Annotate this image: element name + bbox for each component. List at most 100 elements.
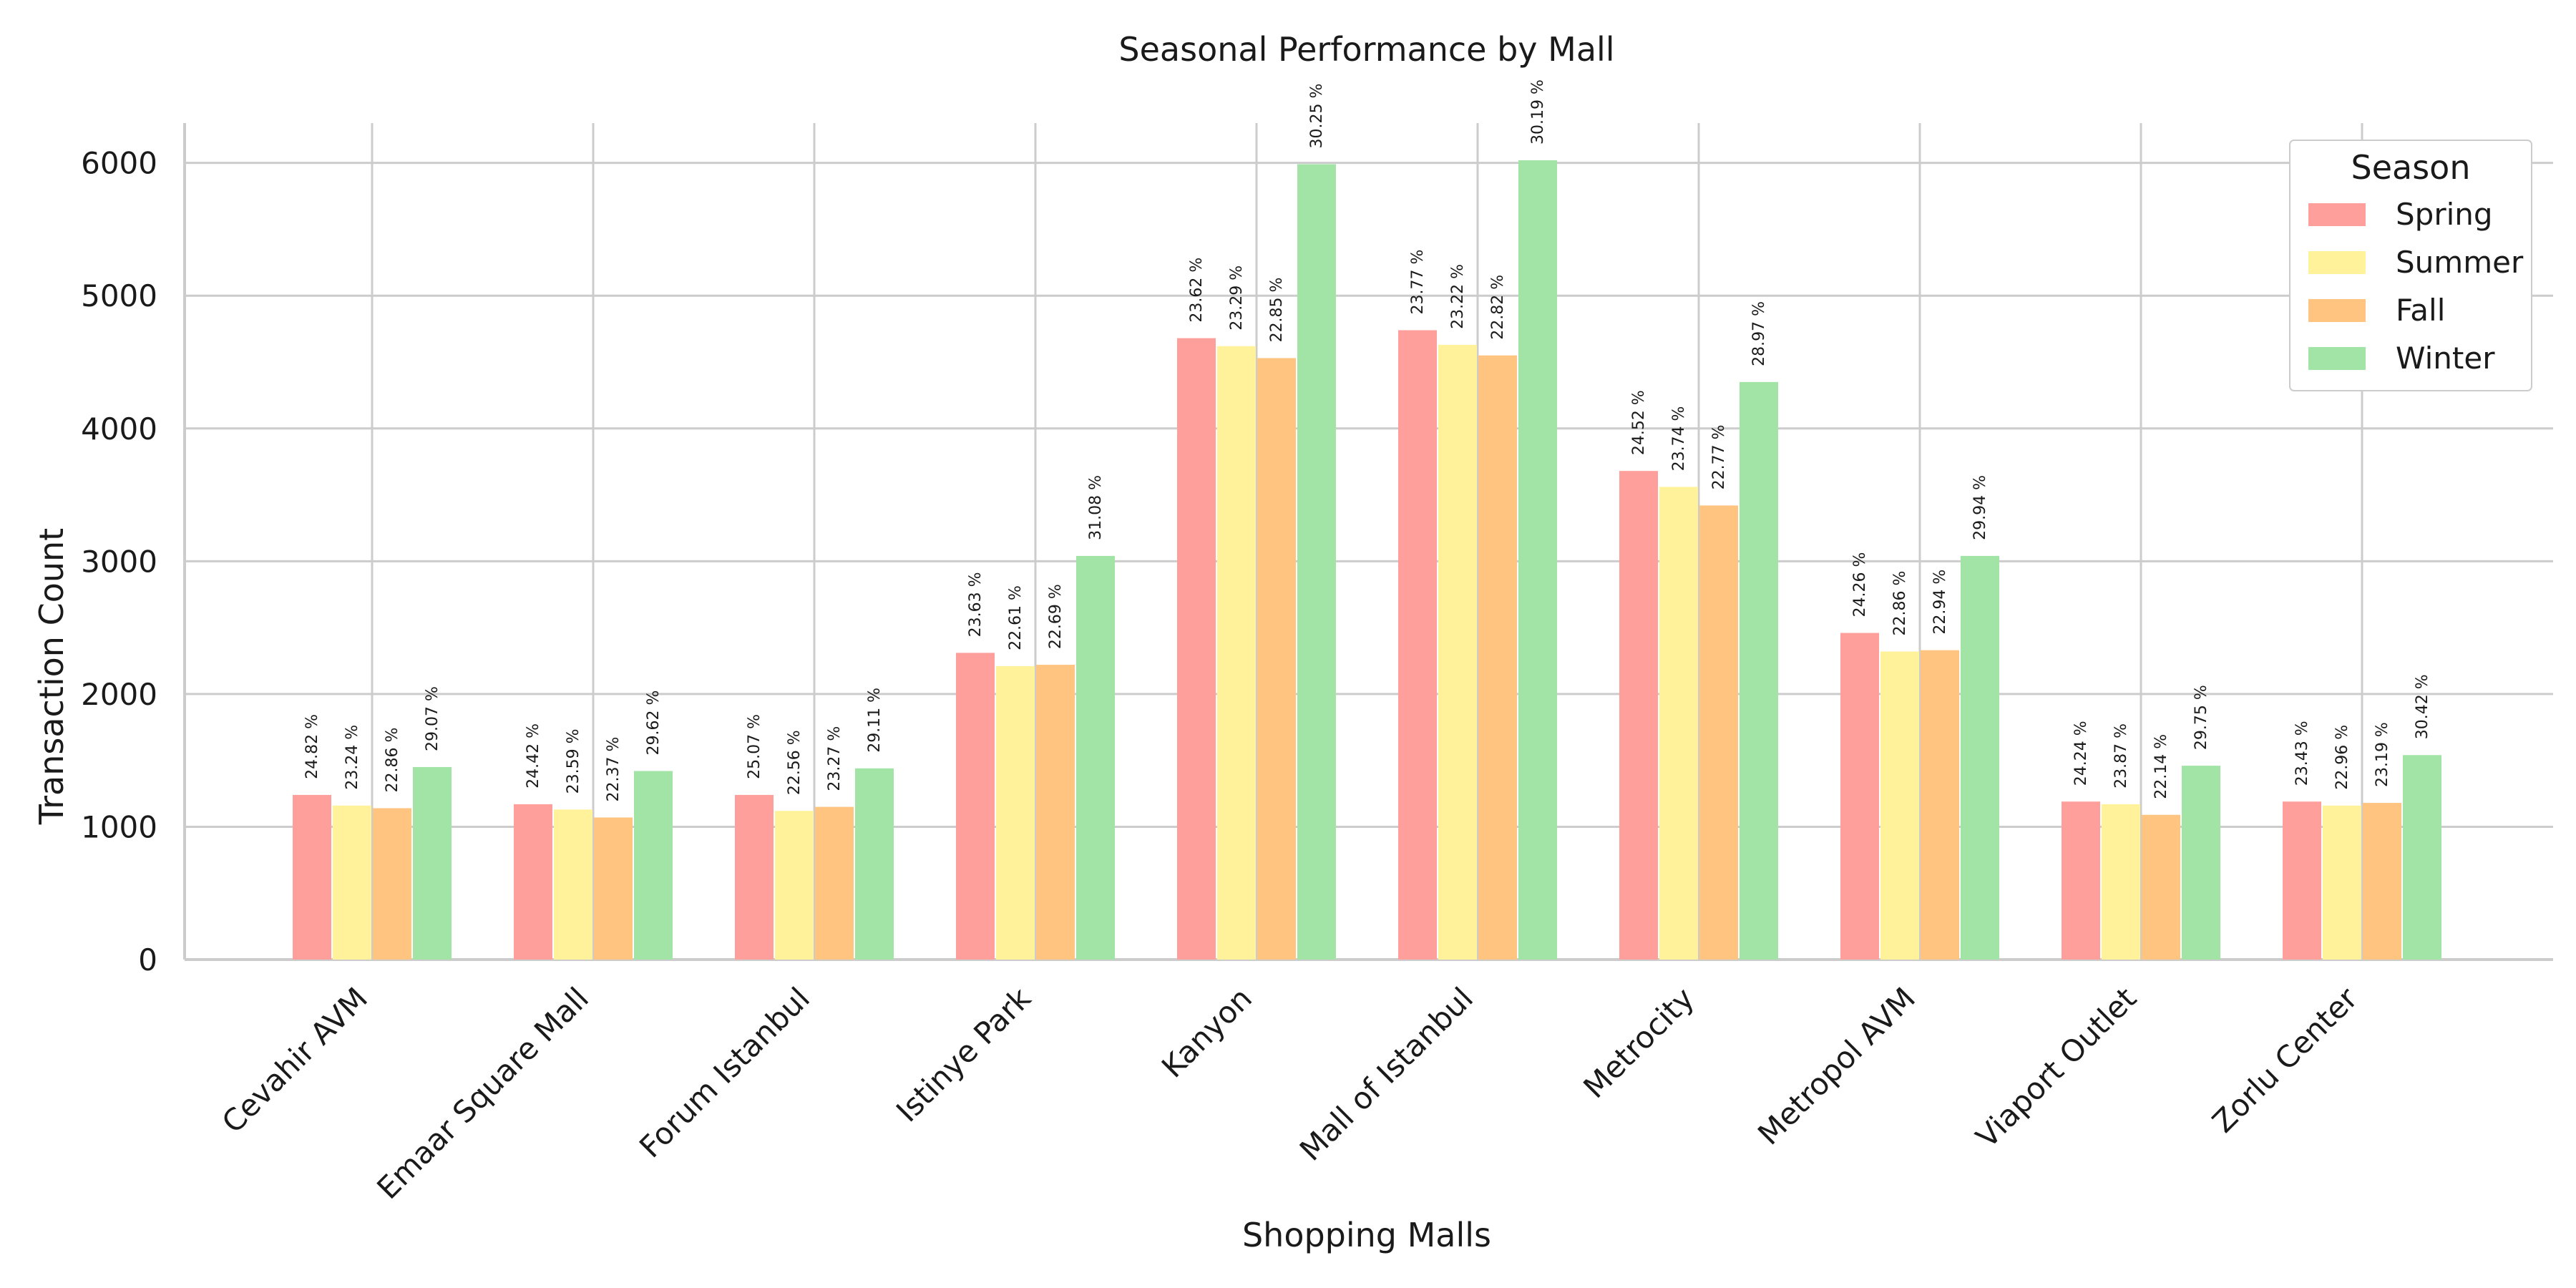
bar-fall	[1257, 358, 1296, 960]
bar-spring	[1177, 338, 1216, 960]
y-axis-label: Transaction Count	[32, 528, 71, 825]
bar-spring	[514, 804, 552, 960]
x-tick-label: Kanyon	[1155, 980, 1259, 1084]
bar-value-label: 24.42 %	[525, 723, 542, 789]
x-tick-label: Zorlu Center	[2205, 980, 2364, 1139]
bar-winter	[2182, 766, 2220, 960]
bar-summer	[554, 809, 592, 960]
bar-value-label: 30.19 %	[1529, 79, 1547, 145]
y-tick-label: 0	[138, 942, 157, 977]
bar-value-label: 22.69 %	[1047, 584, 1065, 649]
legend-label-summer: Summer	[2396, 245, 2524, 280]
bar-fall	[1036, 665, 1075, 960]
y-tick-label: 6000	[81, 146, 157, 181]
bar-fall	[594, 817, 633, 960]
x-tick-label: Cevahir AVM	[215, 980, 375, 1140]
bar-value-label: 22.14 %	[2152, 734, 2170, 799]
bar-value-label: 23.63 %	[967, 572, 985, 637]
legend-title: Season	[2351, 148, 2471, 187]
bar-winter	[1076, 555, 1115, 960]
bar-spring	[2283, 801, 2321, 960]
chart-title: Seasonal Performance by Mall	[1118, 30, 1614, 69]
legend: Season Spring Summer Fall Winter	[2289, 140, 2532, 391]
bar-value-label: 23.77 %	[1409, 250, 1427, 315]
bar-value-label: 22.77 %	[1710, 425, 1728, 490]
bar-summer	[1659, 487, 1698, 960]
bar-value-label: 24.26 %	[1851, 552, 1869, 618]
bar-labels: 24.82 % 24.42 % 25.07 % 23.63 % 23.62 % 23.77…	[303, 79, 2431, 801]
bar-winter	[413, 766, 452, 960]
x-tick-label: Forum Istanbul	[633, 980, 816, 1164]
bar-winter	[1297, 164, 1336, 960]
bar-value-label: 23.59 %	[565, 728, 582, 794]
bar-value-label: 29.07 %	[424, 686, 441, 751]
bar-winter	[634, 771, 673, 960]
bar-spring	[2062, 801, 2100, 960]
bar-value-label: 22.94 %	[1931, 570, 1949, 635]
legend-items: Spring Summer Fall Winter	[2308, 197, 2524, 376]
bar-value-label: 22.56 %	[786, 730, 804, 795]
bar-value-label: 23.87 %	[2112, 723, 2130, 789]
x-tick-label: Mall of Istanbul	[1293, 980, 1480, 1167]
bar-value-label: 30.25 %	[1308, 84, 1326, 149]
bar-value-label: 23.74 %	[1670, 406, 1688, 472]
bar-spring	[1398, 330, 1437, 960]
bar-value-label: 30.42 %	[2414, 674, 2431, 739]
bar-value-label: 28.97 %	[1750, 301, 1768, 366]
bar-value-label: 22.82 %	[1489, 275, 1507, 340]
bar-winter	[855, 768, 894, 960]
bar-summer	[333, 805, 371, 960]
bar-value-label: 23.22 %	[1449, 264, 1467, 329]
bar-winter	[1961, 555, 1999, 960]
bar-summer	[1217, 346, 1256, 960]
bar-spring	[1619, 471, 1658, 960]
bar-summer	[996, 665, 1035, 960]
bar-summer	[775, 811, 814, 960]
y-tick-label: 3000	[81, 544, 157, 579]
bar-value-label: 29.11 %	[866, 688, 884, 753]
y-tick-labels: 0 1000 2000 3000 4000 5000 6000	[81, 146, 157, 977]
bar-value-label: 22.86 %	[384, 728, 401, 793]
bar-value-label: 23.24 %	[343, 725, 361, 790]
bar-value-label: 23.62 %	[1188, 258, 1206, 323]
legend-box	[2289, 140, 2532, 391]
legend-swatch-winter	[2308, 347, 2366, 370]
bar-winter	[1740, 381, 1778, 960]
bar-fall	[2363, 803, 2401, 960]
bar-summer	[1438, 344, 1477, 960]
x-axis-label: Shopping Malls	[1242, 1216, 1491, 1254]
bar-value-label: 29.94 %	[1971, 475, 1989, 540]
bar-value-label: 23.27 %	[826, 726, 844, 791]
bar-value-label: 29.75 %	[2192, 685, 2210, 750]
y-tick-label: 4000	[81, 411, 157, 447]
bar-value-label: 23.29 %	[1228, 265, 1246, 331]
bar-fall	[815, 806, 854, 960]
bar-value-label: 22.85 %	[1268, 278, 1286, 343]
bar-winter	[1518, 160, 1557, 960]
bar-value-label: 22.61 %	[1007, 585, 1025, 650]
x-tick-label: Istinye Park	[889, 980, 1038, 1129]
bar-fall	[1478, 355, 1517, 960]
y-tick-label: 1000	[81, 809, 157, 844]
grid	[185, 123, 2553, 961]
legend-label-fall: Fall	[2396, 293, 2445, 328]
bar-value-label: 22.96 %	[2333, 725, 2351, 790]
bar-value-label: 24.82 %	[303, 714, 321, 779]
legend-label-winter: Winter	[2396, 341, 2495, 376]
bar-fall	[1699, 505, 1738, 960]
bar-value-label: 22.37 %	[605, 737, 623, 802]
x-tick-label: Viaport Outlet	[1969, 980, 2143, 1154]
bar-value-label: 25.07 %	[746, 714, 763, 779]
bar-fall	[373, 808, 411, 960]
x-tick-label: Emaar Square Mall	[370, 980, 595, 1206]
bar-spring	[735, 794, 774, 960]
bar-value-label: 23.43 %	[2293, 721, 2311, 786]
legend-label-spring: Spring	[2396, 197, 2493, 232]
bar-fall	[1921, 650, 1959, 960]
legend-swatch-summer	[2308, 251, 2366, 274]
bar-value-label: 24.52 %	[1630, 390, 1648, 455]
bar-value-label: 29.62 %	[645, 691, 663, 756]
bar-fall	[2142, 814, 2180, 960]
